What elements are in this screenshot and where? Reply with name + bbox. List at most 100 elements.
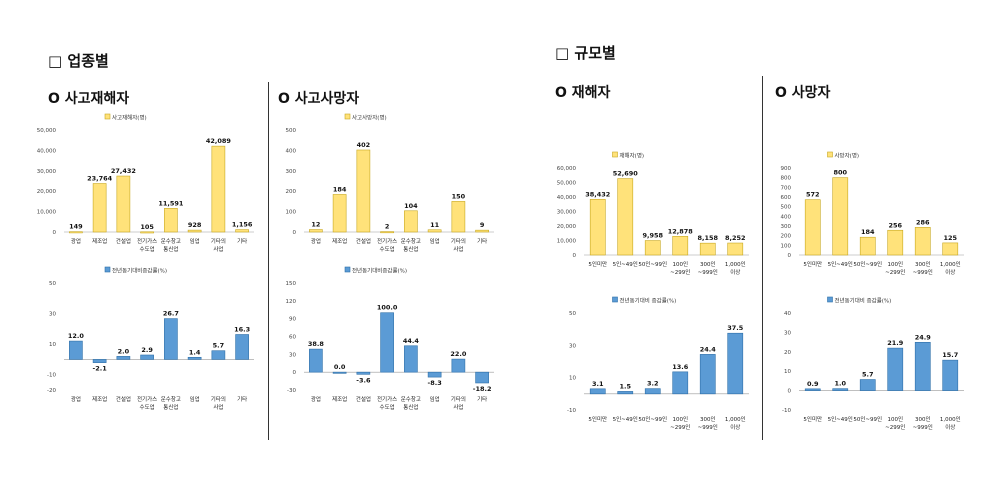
bar bbox=[380, 312, 394, 373]
y-tick-label: 30 bbox=[569, 343, 576, 349]
bar bbox=[164, 208, 178, 233]
x-tick-label: 광업 bbox=[71, 237, 81, 245]
data-label: 256 bbox=[888, 221, 902, 229]
x-tick-label: 건설업 bbox=[116, 237, 131, 245]
bar bbox=[672, 371, 689, 395]
data-label: 27,432 bbox=[111, 167, 136, 175]
data-label: 12.0 bbox=[68, 332, 85, 340]
legend-swatch bbox=[104, 113, 111, 120]
x-tick-label: ~999인 bbox=[698, 269, 718, 276]
section-title-industry: □ 업종별 bbox=[48, 52, 109, 70]
bar bbox=[832, 177, 849, 256]
legend-swatch bbox=[344, 266, 351, 273]
data-label: 12,878 bbox=[668, 227, 694, 235]
x-tick-label: 300인 bbox=[915, 261, 931, 268]
subtitle-industry-injury: O 사고재해자 bbox=[48, 91, 130, 107]
data-label: 5.7 bbox=[862, 371, 874, 379]
bar bbox=[404, 210, 418, 233]
data-label: 16.3 bbox=[234, 326, 250, 334]
data-label: 0.9 bbox=[807, 380, 819, 388]
x-tick-label: 건설업 bbox=[356, 237, 371, 245]
x-tick-label: 이상 bbox=[730, 268, 740, 276]
data-label: -3.6 bbox=[356, 376, 371, 384]
bar bbox=[427, 229, 442, 233]
data-label: 21.9 bbox=[887, 339, 904, 347]
x-tick-label: 5인~49인 bbox=[828, 261, 853, 268]
y-tick-label: 200 bbox=[286, 189, 297, 195]
bar bbox=[804, 388, 821, 391]
chart-industry-death-count: 사고사망자(명) 0 100 200 300 400 500 12 광업 184 제조업 402 건설업… bbox=[286, 114, 494, 253]
x-tick-label: 전기가스 bbox=[137, 395, 157, 403]
x-tick-label: 이상 bbox=[730, 423, 740, 431]
x-tick-label: 전기가스 bbox=[377, 395, 397, 403]
data-label: 38,432 bbox=[585, 190, 610, 198]
data-label: 9 bbox=[480, 221, 485, 229]
chart-scale-injury-count: 재해자(명) 0 10,000 20,000 30,000 40,000 50,000 60,… bbox=[557, 152, 749, 276]
legend-label: 전년동기대비 증감률(%) bbox=[835, 297, 892, 305]
bar bbox=[914, 227, 931, 256]
bar bbox=[832, 388, 849, 391]
y-tick-label: 60 bbox=[289, 335, 296, 341]
data-label: 100.0 bbox=[377, 304, 398, 312]
x-tick-label: 50인~99인 bbox=[853, 261, 882, 268]
bar bbox=[235, 334, 249, 360]
x-tick-label: 광업 bbox=[71, 395, 81, 403]
y-tick-label: 600 bbox=[781, 195, 792, 201]
bar bbox=[332, 194, 347, 233]
y-tick-label: -30 bbox=[287, 388, 296, 394]
bar bbox=[589, 198, 606, 256]
y-tick-label: 40,000 bbox=[557, 195, 577, 201]
data-label: 24.9 bbox=[915, 333, 932, 341]
data-label: 1.4 bbox=[189, 348, 201, 356]
x-tick-label: 수도업 bbox=[380, 403, 395, 411]
x-tick-label: 기타의 bbox=[211, 395, 226, 403]
x-tick-label: 건설업 bbox=[116, 395, 131, 403]
y-tick-label: 900 bbox=[781, 166, 792, 172]
x-tick-label: 수도업 bbox=[140, 245, 155, 253]
x-tick-label: 1,000인 bbox=[940, 261, 961, 268]
data-label: 42,089 bbox=[206, 137, 232, 145]
legend-label: 사고재해자(명) bbox=[112, 114, 147, 122]
bar bbox=[404, 345, 418, 373]
bar bbox=[92, 359, 107, 363]
bar bbox=[451, 358, 466, 373]
bar bbox=[644, 240, 661, 256]
bar bbox=[914, 341, 931, 391]
x-tick-label: 100인 bbox=[887, 416, 903, 423]
data-label: 26.7 bbox=[163, 310, 179, 318]
data-label: 184 bbox=[861, 228, 875, 236]
bar bbox=[309, 348, 323, 373]
bar bbox=[617, 178, 634, 256]
x-tick-label: 제조업 bbox=[92, 237, 107, 245]
data-label: 104 bbox=[404, 202, 418, 210]
x-tick-label: 300인 bbox=[700, 261, 716, 268]
x-tick-label: ~299인 bbox=[885, 424, 905, 431]
y-tick-label: 100 bbox=[781, 243, 792, 249]
y-tick-label: 150 bbox=[286, 281, 297, 287]
bar bbox=[235, 229, 249, 233]
y-tick-label: 50,000 bbox=[557, 181, 577, 187]
y-tick-label: 0 bbox=[293, 370, 297, 376]
y-tick-label: -10 bbox=[47, 373, 56, 379]
legend: 전년동기대비증감률(%) bbox=[104, 267, 167, 275]
y-tick-label: 30,000 bbox=[557, 210, 577, 216]
x-tick-label: 광업 bbox=[311, 395, 321, 403]
y-tick-label: 500 bbox=[781, 205, 792, 211]
y-tick-label: 400 bbox=[286, 148, 297, 154]
x-tick-label: 제조업 bbox=[332, 237, 347, 245]
y-tick-label: -10 bbox=[567, 408, 576, 414]
data-label: 402 bbox=[357, 141, 371, 149]
bar bbox=[187, 229, 202, 233]
x-tick-label: 운수창고 bbox=[161, 237, 181, 245]
data-label: 11,591 bbox=[158, 199, 184, 207]
bar bbox=[309, 229, 323, 233]
data-label: 12 bbox=[311, 221, 320, 229]
data-label: 150 bbox=[452, 192, 466, 200]
data-label: 149 bbox=[69, 223, 83, 231]
chart-scale-death-count: 사망자(명) 0 100 200 300 400 500 600 700 800 900 572 5인미… bbox=[781, 152, 964, 276]
y-tick-label: 50 bbox=[49, 281, 56, 287]
legend: 전년동기대비 증감률(%) bbox=[612, 297, 676, 305]
data-label: 24.4 bbox=[700, 345, 717, 353]
chart-industry-injury-count: 사고재해자(명) 0 10,000 20,000 30,000 40,000 50,000 1… bbox=[37, 113, 254, 253]
y-tick-label: 500 bbox=[286, 128, 297, 134]
